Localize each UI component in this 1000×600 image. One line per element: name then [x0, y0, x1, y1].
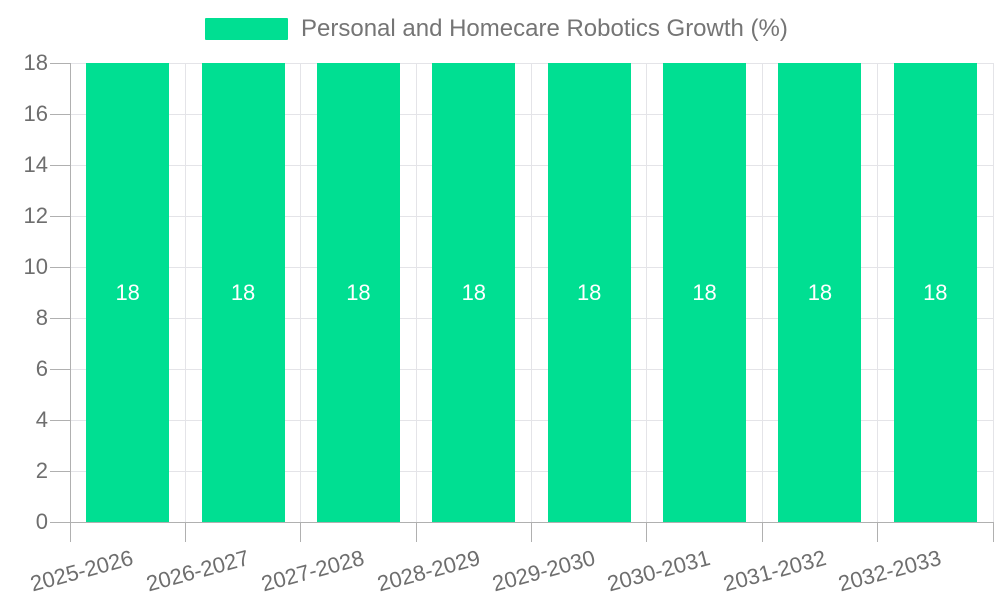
x-axis-tick	[877, 522, 879, 542]
y-axis-tick	[50, 317, 70, 319]
x-tick-label: 2028-2029	[374, 545, 483, 597]
y-tick-label: 10	[23, 254, 48, 279]
y-axis-tick	[50, 368, 70, 370]
bar-value-label: 18	[923, 279, 948, 305]
y-tick-label: 14	[23, 152, 48, 177]
x-axis-tick	[184, 522, 186, 542]
y-tick-label: 12	[23, 203, 48, 228]
y-axis-tick	[50, 215, 70, 217]
bar-value-label: 18	[461, 279, 487, 305]
y-tick-label: 4	[35, 407, 48, 432]
x-axis-tick	[531, 522, 532, 542]
x-axis-tick	[761, 522, 763, 542]
x-axis-tick	[300, 522, 302, 542]
v-gridline	[415, 63, 417, 522]
y-tick-label: 2	[35, 458, 48, 483]
y-tick-label: 8	[35, 305, 48, 330]
x-tick-label: 2029-2030	[489, 545, 598, 597]
x-tick-label: 2032-2033	[835, 545, 944, 597]
x-axis-tick	[646, 522, 648, 542]
bar-value-label: 18	[692, 279, 717, 305]
x-tick-label: 2030-2031	[604, 545, 714, 597]
y-axis-tick	[50, 470, 70, 472]
bar-value-label: 18	[115, 279, 140, 305]
y-axis-tick	[50, 266, 70, 268]
v-gridline	[877, 63, 879, 522]
v-gridline	[761, 63, 763, 522]
bar[interactable]	[893, 63, 977, 522]
bar[interactable]	[778, 63, 862, 522]
bar[interactable]	[663, 63, 747, 522]
y-axis-tick	[50, 419, 70, 421]
y-tick-label: 18	[23, 50, 48, 75]
v-gridline	[184, 63, 186, 522]
bar[interactable]	[547, 63, 631, 522]
y-tick-label: 16	[23, 101, 48, 126]
v-gridline	[300, 63, 302, 522]
legend-label: Personal and Homecare Robotics Growth (%…	[301, 15, 788, 42]
x-tick-label: 2031-2032	[720, 545, 829, 597]
bar-value-label: 18	[807, 279, 833, 305]
y-axis-tick	[50, 62, 70, 64]
bar-value-label: 18	[346, 279, 371, 305]
y-axis-tick	[50, 164, 70, 166]
x-tick-label: 2026-2027	[143, 545, 252, 597]
chart-legend[interactable]: Personal and Homecare Robotics Growth (%…	[205, 14, 788, 44]
y-tick-label: 6	[35, 356, 48, 381]
y-axis-tick	[50, 113, 70, 115]
v-gridline	[992, 63, 994, 522]
bar[interactable]	[432, 63, 516, 522]
x-tick-label: 2025-2026	[28, 545, 137, 597]
x-tick-label: 2027-2028	[258, 545, 367, 597]
v-gridline	[531, 63, 532, 522]
legend-swatch	[205, 18, 288, 40]
y-tick-label: 0	[35, 509, 48, 534]
bar-value-label: 18	[576, 279, 602, 305]
x-axis-line	[70, 521, 993, 523]
bar[interactable]	[201, 63, 285, 522]
y-axis-line	[69, 63, 71, 522]
x-axis-tick	[415, 522, 417, 542]
bar[interactable]	[316, 63, 400, 522]
y-axis-tick	[50, 521, 70, 523]
x-axis-tick	[992, 522, 994, 542]
x-axis-tick	[69, 522, 71, 542]
bar-value-label: 18	[230, 279, 256, 305]
v-gridline	[646, 63, 648, 522]
bar[interactable]	[86, 63, 170, 522]
